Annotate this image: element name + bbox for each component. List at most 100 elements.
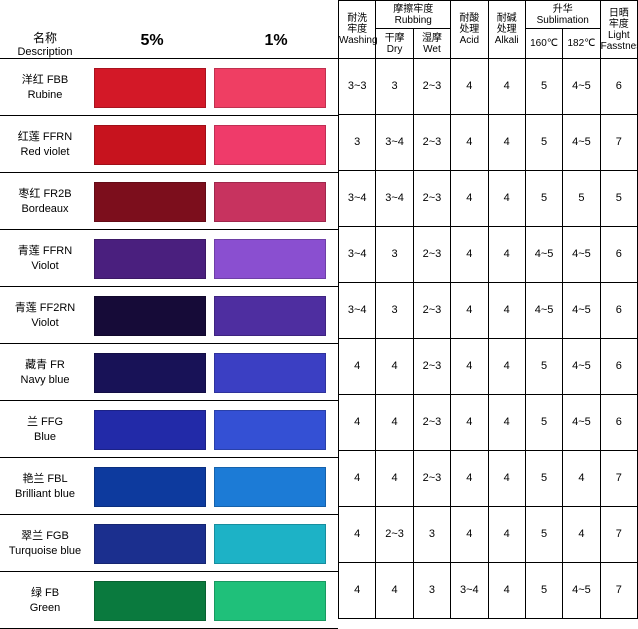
color-label: 红莲 FFRNRed violet — [0, 130, 90, 159]
header-desc-en: Description — [0, 46, 90, 58]
th-acid: 耐酸 处理 Acid — [451, 1, 488, 59]
table-row: 3~432~3444~54~56 — [339, 283, 638, 339]
table-cell: 2~3 — [376, 507, 413, 563]
table-cell: 4 — [451, 283, 488, 339]
table-cell: 4~5 — [563, 283, 600, 339]
color-label-cn: 青莲 FFRN — [0, 244, 90, 258]
th-wet: 湿摩 Wet — [413, 29, 450, 59]
table-cell: 4 — [451, 507, 488, 563]
table-cell: 5 — [525, 563, 562, 619]
color-label-en: Violot — [0, 316, 90, 330]
swatch-5pct — [94, 182, 206, 222]
swatch-1pct — [214, 239, 326, 279]
table-cell: 6 — [600, 395, 637, 451]
table-cell: 2~3 — [413, 339, 450, 395]
table-row: 3~432~3444~54~56 — [339, 227, 638, 283]
th-160: 160℃ — [525, 29, 562, 59]
color-label: 艳兰 FBLBrilliant blue — [0, 472, 90, 501]
swatch-1pct — [214, 353, 326, 393]
table-row: 3~43~42~344555 — [339, 171, 638, 227]
table-cell: 7 — [600, 507, 637, 563]
color-label-cn: 翠兰 FGB — [0, 529, 90, 543]
table-cell: 4 — [488, 227, 525, 283]
swatch-5pct — [94, 524, 206, 564]
color-label-cn: 艳兰 FBL — [0, 472, 90, 486]
table-cell: 2~3 — [413, 59, 450, 115]
color-label-cn: 洋红 FBB — [0, 73, 90, 87]
table-cell: 4~5 — [563, 59, 600, 115]
table-cell: 2~3 — [413, 171, 450, 227]
swatch-1pct — [214, 524, 326, 564]
th-dry: 干摩 Dry — [376, 29, 413, 59]
color-row: 枣红 FR2BBordeaux — [0, 173, 338, 230]
properties-table: 耐洗 牢度 Washing 摩擦牢度 Rubbing 耐酸 处理 Acid — [338, 0, 638, 619]
table-cell: 4 — [488, 59, 525, 115]
color-row: 艳兰 FBLBrilliant blue — [0, 458, 338, 515]
table-cell: 4 — [488, 507, 525, 563]
color-label: 洋红 FBBRubine — [0, 73, 90, 102]
table-cell: 4 — [451, 171, 488, 227]
color-label-en: Brilliant blue — [0, 487, 90, 501]
color-label-en: Rubine — [0, 88, 90, 102]
table-cell: 5 — [525, 115, 562, 171]
table-cell: 3~4 — [339, 171, 376, 227]
table-cell: 3 — [413, 507, 450, 563]
color-label: 枣红 FR2BBordeaux — [0, 187, 90, 216]
color-label-en: Navy blue — [0, 373, 90, 387]
table-cell: 4~5 — [563, 563, 600, 619]
table-row: 3~332~34454~56 — [339, 59, 638, 115]
table-cell: 4~5 — [563, 339, 600, 395]
table-cell: 4 — [488, 563, 525, 619]
table-cell: 4 — [339, 395, 376, 451]
table-cell: 3~4 — [339, 283, 376, 339]
table-cell: 3~3 — [339, 59, 376, 115]
table-cell: 4 — [339, 451, 376, 507]
table-cell: 5 — [525, 451, 562, 507]
table-cell: 5 — [600, 171, 637, 227]
table-cell: 4 — [339, 339, 376, 395]
table-cell: 7 — [600, 563, 637, 619]
table-cell: 4 — [451, 115, 488, 171]
swatch-5pct — [94, 353, 206, 393]
table-cell: 4~5 — [525, 283, 562, 339]
color-label: 青莲 FFRNViolot — [0, 244, 90, 273]
table-cell: 5 — [525, 59, 562, 115]
table-cell: 6 — [600, 339, 637, 395]
swatch-5pct — [94, 125, 206, 165]
left-header: 名称 Description 5% 1% — [0, 0, 338, 59]
table-cell: 4 — [488, 339, 525, 395]
swatch-1pct — [214, 581, 326, 621]
color-label-cn: 藏青 FR — [0, 358, 90, 372]
table-cell: 4~5 — [563, 115, 600, 171]
th-light: 日晒 牢度 Light Fasstness — [600, 1, 637, 59]
color-row: 翠兰 FGBTurquoise blue — [0, 515, 338, 572]
table-cell: 6 — [600, 59, 637, 115]
table-cell: 4 — [488, 395, 525, 451]
color-row: 藏青 FRNavy blue — [0, 344, 338, 401]
header-desc-cn: 名称 — [0, 29, 90, 46]
table-cell: 4 — [488, 283, 525, 339]
table-cell: 4 — [451, 339, 488, 395]
color-row: 青莲 FF2RNViolot — [0, 287, 338, 344]
table-row: 442~34454~56 — [339, 339, 638, 395]
swatch-5pct — [94, 467, 206, 507]
table-cell: 4~5 — [525, 227, 562, 283]
table-cell: 3~4 — [376, 115, 413, 171]
table-cell: 3~4 — [376, 171, 413, 227]
color-label: 藏青 FRNavy blue — [0, 358, 90, 387]
swatch-1pct — [214, 182, 326, 222]
table-cell: 7 — [600, 115, 637, 171]
table-cell: 4 — [376, 395, 413, 451]
th-rubbing: 摩擦牢度 Rubbing — [376, 1, 451, 29]
color-label: 翠兰 FGBTurquoise blue — [0, 529, 90, 558]
color-label: 绿 FBGreen — [0, 586, 90, 615]
table-cell: 5 — [525, 339, 562, 395]
th-washing: 耐洗 牢度 Washing — [339, 1, 376, 59]
table-row: 442~34454~56 — [339, 395, 638, 451]
swatch-1pct — [214, 296, 326, 336]
table-cell: 4~5 — [563, 227, 600, 283]
table-cell: 4~5 — [563, 395, 600, 451]
color-label-en: Violot — [0, 259, 90, 273]
table-cell: 2~3 — [413, 283, 450, 339]
table-cell: 4 — [376, 339, 413, 395]
